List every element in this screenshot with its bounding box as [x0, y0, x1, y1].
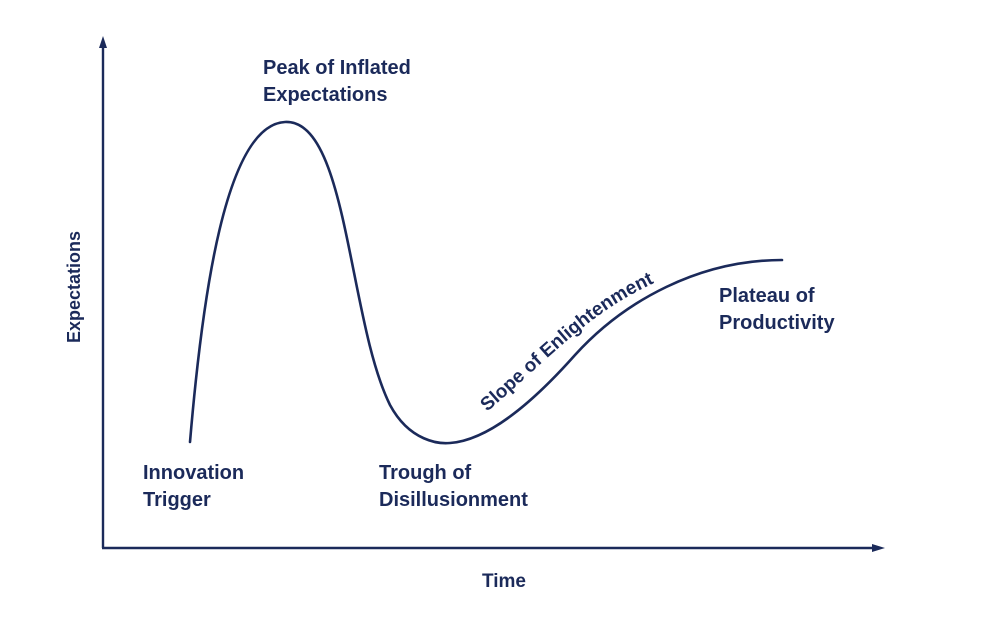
peak-label: Peak of Inflated Expectations [263, 57, 416, 106]
peak-label-line-1: Peak of Inflated [263, 57, 411, 79]
plateau-label: Plateau of Productivity [719, 285, 835, 334]
hype-curve-line [188, 120, 784, 445]
trough-label-line-1: Trough of [379, 462, 472, 484]
y-axis-arrow-icon [99, 36, 107, 48]
slope-label-text: Slope of Enlightenment [477, 268, 658, 416]
plateau-label-line-2: Productivity [719, 312, 835, 334]
x-axis-arrow-icon [872, 544, 885, 552]
slope-label: Slope of Enlightenment [477, 268, 658, 416]
trough-label-line-2: Disillusionment [379, 489, 528, 511]
peak-label-line-2: Expectations [263, 84, 387, 106]
y-axis-label: Expectations [64, 231, 84, 343]
x-axis-label: Time [482, 571, 526, 592]
innovation-trigger-line-1: Innovation [143, 462, 244, 484]
plateau-label-line-1: Plateau of [719, 285, 815, 307]
innovation-trigger-line-2: Trigger [143, 489, 211, 511]
trough-label: Trough of Disillusionment [379, 462, 528, 511]
innovation-trigger-label: Innovation Trigger [143, 462, 250, 511]
